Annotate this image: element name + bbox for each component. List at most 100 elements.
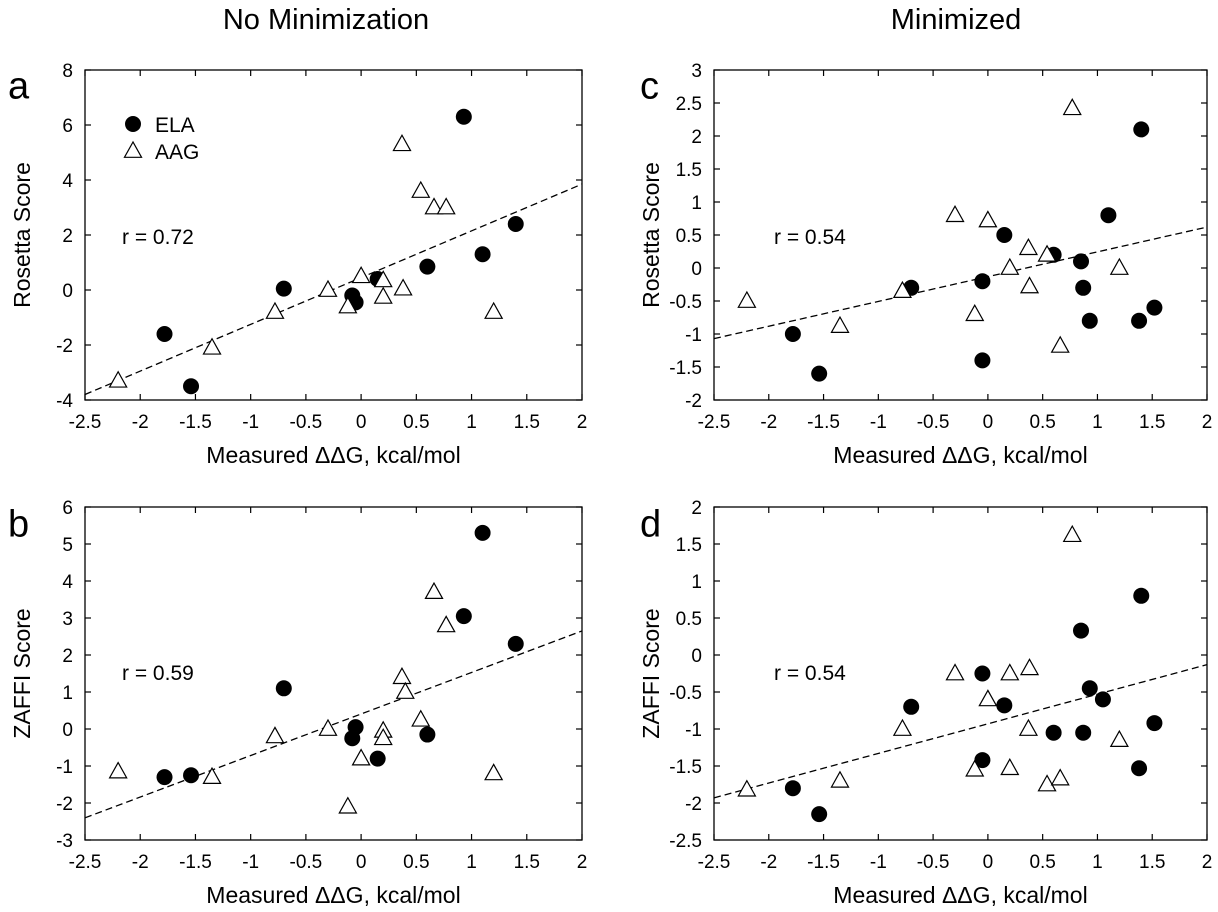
x-tick-label: -2.5 (69, 852, 102, 873)
aag-point (892, 718, 913, 736)
y-tick-label: 0 (62, 720, 73, 741)
column-title-minimized: Minimized (890, 4, 1022, 36)
y-tick-label: 2 (691, 127, 702, 148)
y-tick-label: -2.5 (669, 831, 702, 852)
correlation-annotation: r = 0.54 (774, 226, 846, 249)
aag-point (965, 303, 985, 322)
x-tick-label: 1.5 (1139, 412, 1165, 433)
x-tick-label: -2.5 (698, 852, 731, 873)
x-tick-label: 1 (1092, 412, 1103, 433)
aag-point (484, 763, 504, 781)
y-tick-label: -4 (56, 391, 73, 412)
ela-point (275, 280, 292, 297)
aag-point (1037, 244, 1057, 262)
x-axis-label: Measured ΔΔG, kcal/mol (833, 882, 1087, 908)
x-tick-label: 2 (1202, 852, 1213, 873)
ela-point (903, 698, 920, 715)
y-tick-label: 0.5 (676, 226, 702, 247)
aag-point (338, 796, 358, 814)
x-tick-label: -2 (760, 412, 777, 433)
aag-point (265, 301, 285, 319)
x-tick-label: -1.5 (179, 852, 212, 873)
y-axis-label: ZAFFI Score (9, 608, 35, 738)
x-tick-label: 1.5 (514, 852, 540, 873)
x-tick-label: -0.5 (917, 412, 950, 433)
ela-point (474, 246, 491, 263)
aag-point (436, 615, 456, 633)
panel-label: b (8, 503, 29, 545)
y-tick-label: 1 (62, 683, 73, 704)
ela-point (275, 680, 292, 697)
aag-point (424, 581, 444, 600)
y-tick-label: 0.5 (676, 609, 702, 630)
x-tick-label: -0.5 (290, 852, 323, 873)
y-tick-label: 1.5 (676, 160, 702, 181)
aag-point (737, 290, 757, 308)
ela-point (974, 273, 991, 290)
y-tick-label: -2 (56, 794, 73, 815)
ela-point (419, 258, 436, 275)
y-tick-label: 2 (62, 226, 73, 247)
x-tick-label: 1 (1092, 852, 1103, 873)
ela-point (344, 730, 361, 747)
y-tick-label: -3 (56, 831, 73, 852)
x-tick-label: -1 (870, 852, 887, 873)
legend-marker-ela (125, 116, 141, 132)
ela-point (1131, 312, 1148, 329)
ela-point (811, 365, 828, 382)
x-tick-label: -1 (242, 852, 259, 873)
x-tick-label: 0.5 (1029, 852, 1055, 873)
aag-point (373, 728, 393, 746)
x-tick-label: -2 (760, 852, 777, 873)
y-tick-label: 1 (691, 193, 702, 214)
aag-point (1000, 257, 1020, 275)
y-tick-label: -1.5 (669, 358, 702, 379)
ela-point (369, 750, 386, 767)
x-tick-label: -1.5 (179, 412, 212, 433)
ela-point (1131, 760, 1148, 777)
ela-point (183, 767, 200, 784)
ela-point (1073, 253, 1090, 270)
y-tick-label: 0 (62, 281, 73, 302)
y-tick-label: -1 (56, 757, 73, 778)
aag-point (945, 663, 965, 681)
y-tick-label: 0 (691, 646, 702, 667)
y-tick-label: -0.5 (669, 292, 702, 313)
y-tick-label: 1.5 (676, 535, 702, 556)
x-axis-label: Measured ΔΔG, kcal/mol (833, 442, 1087, 468)
ela-point (1146, 299, 1163, 316)
aag-point (411, 709, 431, 727)
x-tick-label: 1.5 (1139, 852, 1165, 873)
x-axis-label: Measured ΔΔG, kcal/mol (206, 882, 460, 908)
aag-point (351, 266, 371, 284)
aag-point (318, 718, 338, 736)
ela-point (474, 524, 491, 541)
ela-point (1075, 279, 1092, 296)
ela-point (1081, 312, 1098, 329)
ela-point (1133, 587, 1150, 604)
x-tick-label: -1 (242, 412, 259, 433)
ela-point (455, 108, 472, 125)
y-tick-label: -2 (56, 336, 73, 357)
legend-label: AAG (155, 141, 199, 164)
ela-point (996, 227, 1013, 243)
correlation-annotation: r = 0.59 (122, 662, 194, 685)
y-tick-label: -1 (685, 325, 702, 346)
x-tick-label: 0.5 (403, 852, 429, 873)
aag-point (737, 779, 757, 797)
aag-point (1018, 237, 1038, 256)
aag-point (393, 278, 413, 296)
panel-label: a (8, 65, 30, 107)
x-tick-label: 1 (466, 412, 477, 433)
y-axis-label: Rosetta Score (638, 162, 664, 308)
ela-point (1146, 715, 1163, 732)
aag-point (965, 759, 985, 777)
panel-label: d (640, 503, 661, 545)
panel-b: b -2.5 -2 -1.5 -1 -0.5 0 0.5 1 1.5 2 -3 -2 -1 0 1 2 3 4 5 6 M… (8, 498, 587, 908)
x-tick-label: -1.5 (807, 412, 840, 433)
aag-point (1037, 774, 1057, 792)
aag-point (1062, 524, 1082, 543)
x-tick-label: 0 (356, 852, 367, 873)
aag-point (108, 370, 128, 388)
ela-point (1073, 622, 1090, 639)
